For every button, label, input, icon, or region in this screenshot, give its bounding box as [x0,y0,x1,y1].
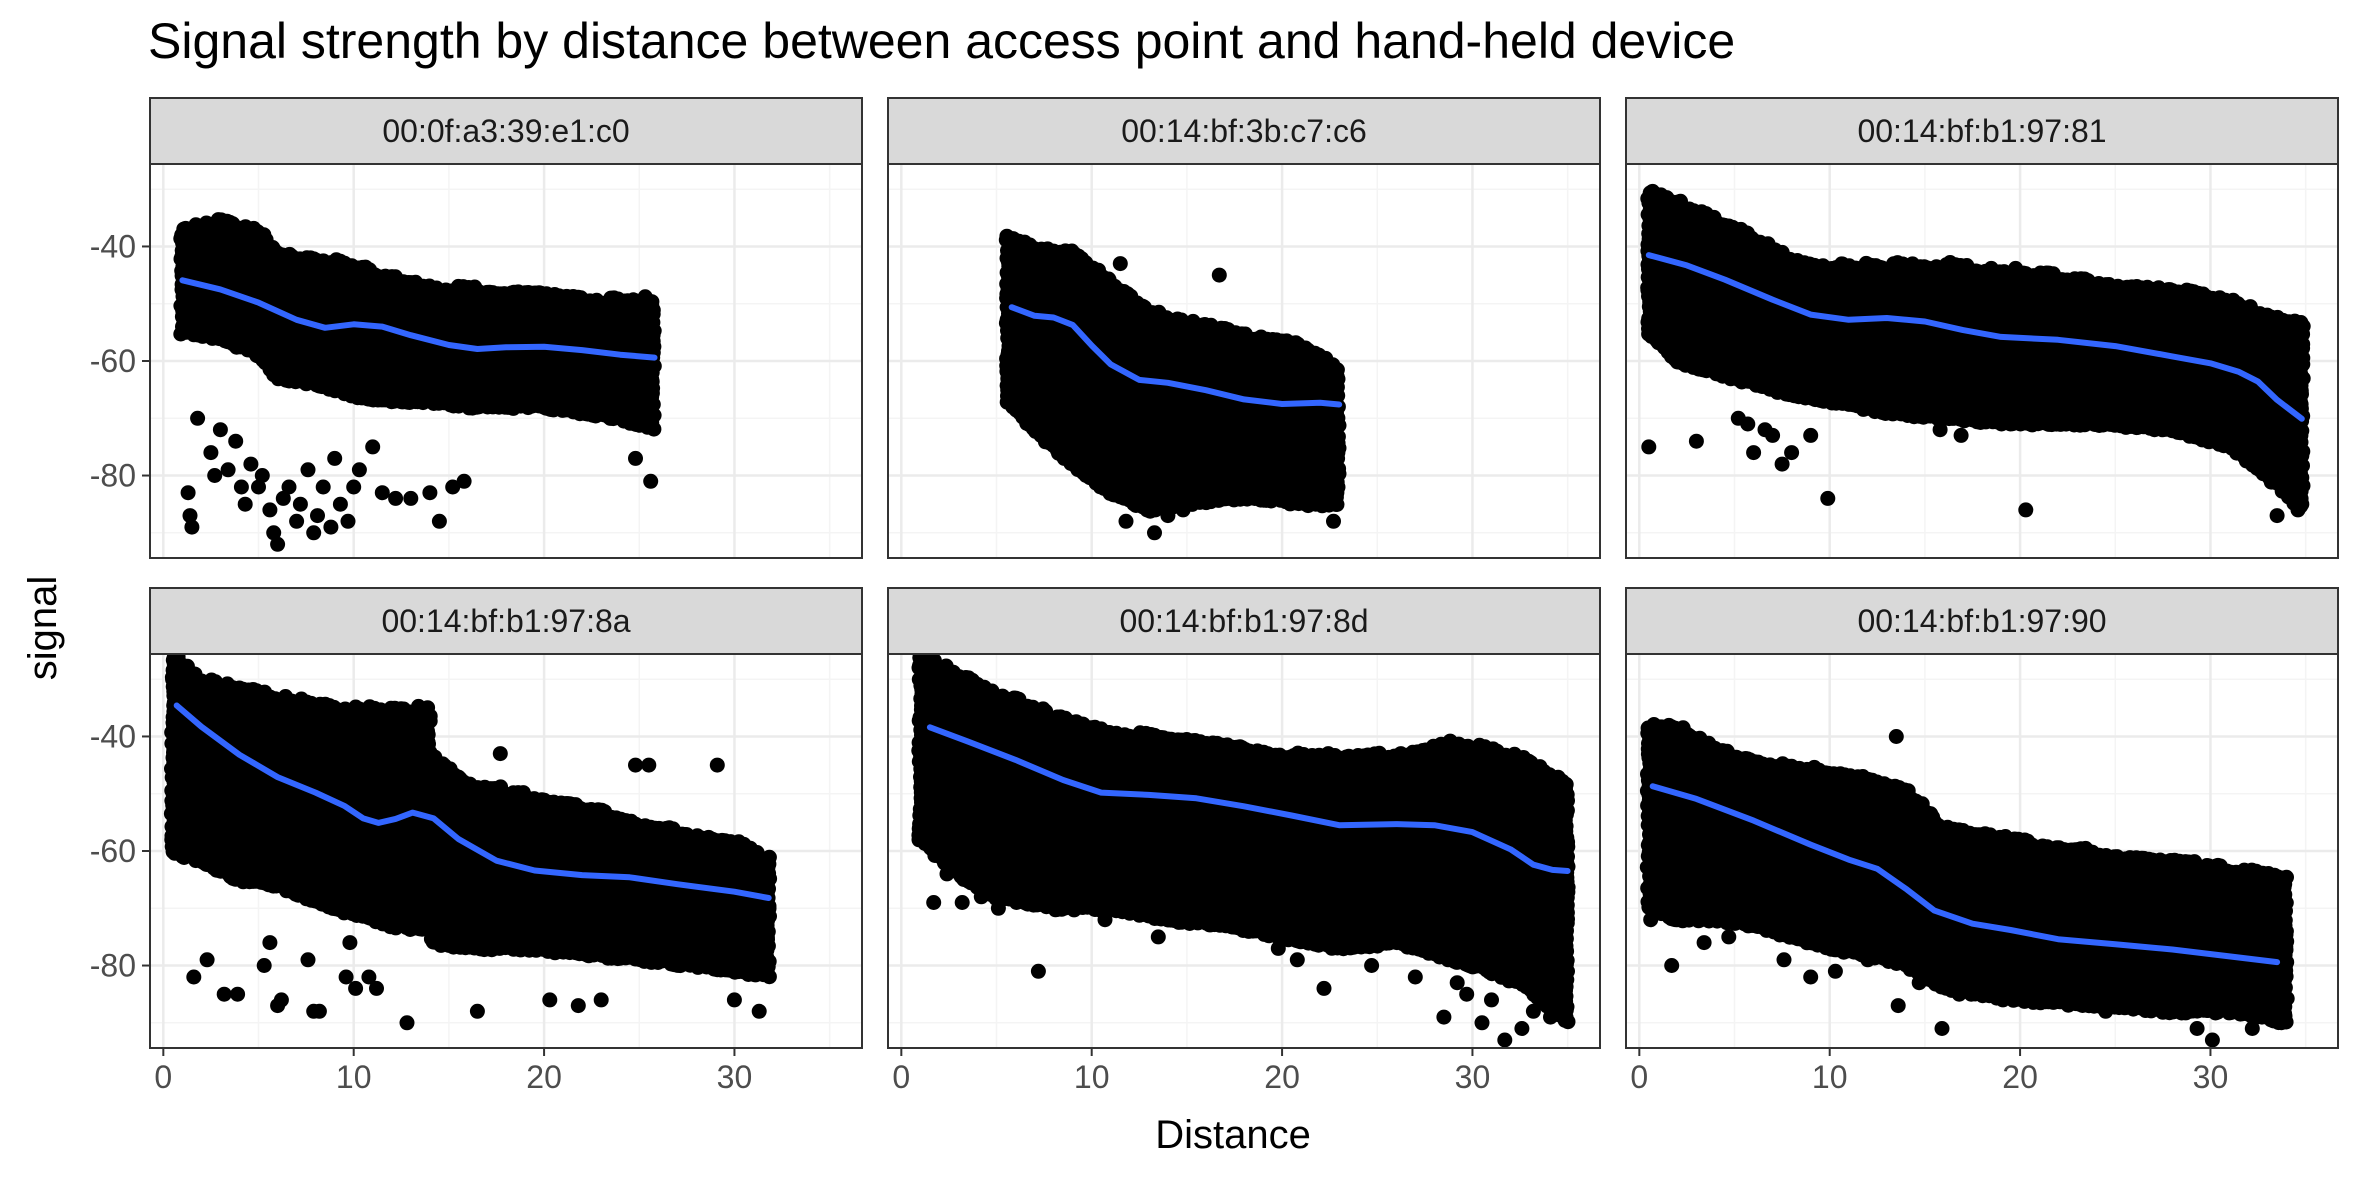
data-point-outlier [289,513,305,529]
data-point-outlier [456,473,472,489]
data-point-outlier [228,433,244,449]
data-points [998,228,1347,541]
data-point-outlier [365,439,381,455]
data-point-outlier [374,485,390,501]
data-point-outlier [306,525,322,541]
data-point-outlier [431,513,447,529]
data-point-outlier [281,479,297,495]
y-tick-label: -40 [90,228,136,264]
data-point-outlier [207,468,223,483]
data-point-outlier [445,479,461,495]
data-point-outlier [292,496,308,512]
data-point-outlier [346,479,362,495]
facet-grid: 00:0f:a3:39:e1:c0 -40 -60 -80 00:14:bf:3b:c7… [90,97,2339,1095]
data-point-outlier [270,536,286,552]
data-point-outlier [628,450,643,466]
data-point-outlier [275,490,291,506]
data-point-outlier [300,462,316,478]
data-points [173,212,662,552]
facet-strip-label: 00:0f:a3:39:e1:c0 [382,113,629,149]
facet-strip [887,97,1601,165]
data-point-outlier [190,410,206,426]
data-point-outlier [332,496,348,512]
data-point-outlier [327,450,343,466]
data-point-outlier [340,513,356,529]
y-axis-title: signal [21,576,65,681]
data-point-outlier [422,485,438,501]
data-point-outlier [182,508,198,524]
data-point-outlier [212,422,228,438]
data-point-outlier [323,519,339,535]
chart-title: Signal strength by distance between acce… [148,12,1735,70]
smooth-line [179,277,658,361]
y-tick-label: -60 [90,343,136,379]
data-point-outlier [266,525,282,541]
data-point-outlier [315,479,331,495]
y-tick-label: -80 [90,458,136,494]
data-point-outlier [233,479,249,495]
data-point-outlier [251,479,266,495]
data-point-outlier [203,445,219,461]
data-point-outlier [184,519,200,535]
x-axis-title: Distance [1155,1113,1311,1157]
data-point-outlier [403,490,419,506]
data-point-outlier [643,473,659,489]
facet-panel: 00:0f:a3:39:e1:c0 -40 -60 -80 [90,97,863,559]
data-point-outlier [262,502,278,518]
data-point [644,294,660,310]
data-point-outlier [254,468,270,483]
data-point-outlier [388,490,404,506]
data-point-outlier [243,456,259,472]
data-point-outlier [237,496,253,512]
data-point-outlier [180,485,196,501]
data-point-outlier [310,508,325,524]
facet-panel: 00:14:bf:3b:c7:c6 [887,97,1601,559]
data-point-outlier [351,462,367,478]
facet-strip-label: 00:14:bf:3b:c7:c6 [1121,113,1367,149]
data-point-outlier [220,462,236,478]
facet-strip [149,97,863,165]
